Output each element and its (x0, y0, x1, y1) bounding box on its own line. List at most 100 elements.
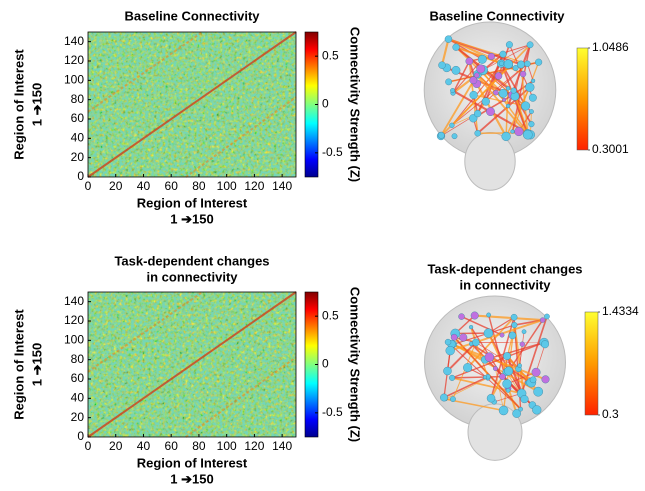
network-node (481, 97, 490, 106)
network-node (503, 59, 514, 69)
x-tick-label: 80 (192, 179, 206, 193)
network-node (518, 406, 523, 412)
colorbar (576, 47, 589, 151)
x-tick-label: 120 (244, 439, 264, 453)
network-node (458, 313, 465, 320)
panel-title: Task-dependent changes (114, 253, 269, 268)
network-node (525, 82, 535, 92)
network-edge (451, 63, 528, 126)
network-node (524, 60, 531, 67)
network-node (474, 72, 480, 79)
heatmap-band (185, 356, 297, 438)
network-node (521, 101, 531, 111)
network-node (514, 126, 524, 137)
network-node (505, 41, 513, 49)
network-node (450, 333, 458, 341)
network-node (519, 70, 527, 78)
network-edge (505, 88, 509, 137)
y-tick-label: 40 (71, 391, 85, 405)
network-node (487, 52, 495, 60)
network-edge (453, 336, 522, 410)
network-node (505, 86, 511, 91)
network-edge (519, 344, 523, 366)
network-edge (440, 38, 450, 66)
network-node (459, 333, 468, 342)
network-edge (461, 315, 503, 336)
x-tick-label: 20 (109, 179, 123, 193)
network-node (505, 103, 511, 109)
y-axis-label: 1 ➔150 (29, 343, 44, 386)
colorbar-tick-label: -0.5 (322, 145, 343, 159)
network-node (529, 376, 537, 384)
x-tick-label: 20 (109, 439, 123, 453)
network-node (517, 60, 525, 69)
y-tick-label: 140 (64, 34, 84, 48)
network-node (517, 363, 522, 368)
panel-title: in connectivity (146, 269, 238, 284)
network-node (451, 65, 461, 75)
network-edge (445, 377, 489, 400)
network-edge (535, 344, 546, 373)
heatmap-band (185, 96, 297, 178)
network-edge (484, 341, 545, 361)
y-tick-label: 100 (64, 73, 84, 87)
heatmap-diagonal (87, 291, 297, 438)
network-node (502, 97, 507, 102)
network-node (520, 395, 529, 404)
network-node (493, 366, 498, 371)
network-node (498, 405, 509, 416)
network-node (512, 65, 519, 71)
network-node (532, 405, 542, 415)
network-edge (440, 74, 478, 136)
network-edge (495, 368, 504, 411)
network-node (468, 325, 474, 330)
network-node (465, 57, 474, 66)
y-tick-label: 120 (64, 313, 84, 327)
network-node (529, 109, 534, 114)
network-edge (477, 86, 531, 134)
y-tick-label: 100 (64, 333, 84, 347)
colorbar-tick-label: -0.5 (322, 405, 343, 419)
network-edge (452, 60, 471, 94)
panel-title: Baseline Connectivity (429, 8, 565, 23)
y-axis-label: Region of Interest (11, 309, 26, 420)
panel-title: in connectivity (459, 277, 551, 292)
network-node (449, 122, 455, 128)
network-node (477, 54, 487, 64)
network-edge (445, 398, 504, 412)
y-tick-label: 0 (77, 169, 84, 183)
network-node (438, 61, 446, 69)
x-tick-label: 80 (192, 439, 206, 453)
network-node (470, 311, 479, 320)
network-node (511, 321, 518, 329)
network-node (486, 312, 491, 318)
y-tick-label: 80 (71, 352, 85, 366)
x-axis-label: 1 ➔150 (170, 471, 213, 486)
colorbar-tick-label: 0 (322, 97, 329, 111)
network-node (463, 363, 473, 373)
network-node (486, 394, 496, 403)
network-node (451, 133, 458, 140)
x-tick-label: 40 (137, 439, 151, 453)
network-node (444, 35, 453, 43)
network-edge (508, 319, 544, 372)
network-node (472, 338, 480, 347)
network-edge (446, 341, 477, 372)
network-node (508, 331, 517, 340)
network-edge (449, 319, 543, 352)
network-edge (474, 314, 543, 322)
x-tick-label: 40 (137, 179, 151, 193)
colorbar-label: Connectivity Strength (Z) (348, 287, 363, 442)
x-tick-label: 100 (217, 179, 237, 193)
x-axis-label: Region of Interest (137, 455, 248, 470)
network-node (437, 131, 445, 139)
colorbar-tick-label: 0 (322, 357, 329, 371)
y-tick-label: 20 (71, 410, 85, 424)
axes-frame (87, 31, 297, 178)
x-tick-label: 140 (272, 179, 292, 193)
network-edge (476, 74, 529, 136)
heatmap-band (87, 31, 203, 113)
y-tick-label: 40 (71, 131, 85, 145)
heatmap-diagonal (87, 31, 297, 178)
network-node (502, 379, 512, 389)
